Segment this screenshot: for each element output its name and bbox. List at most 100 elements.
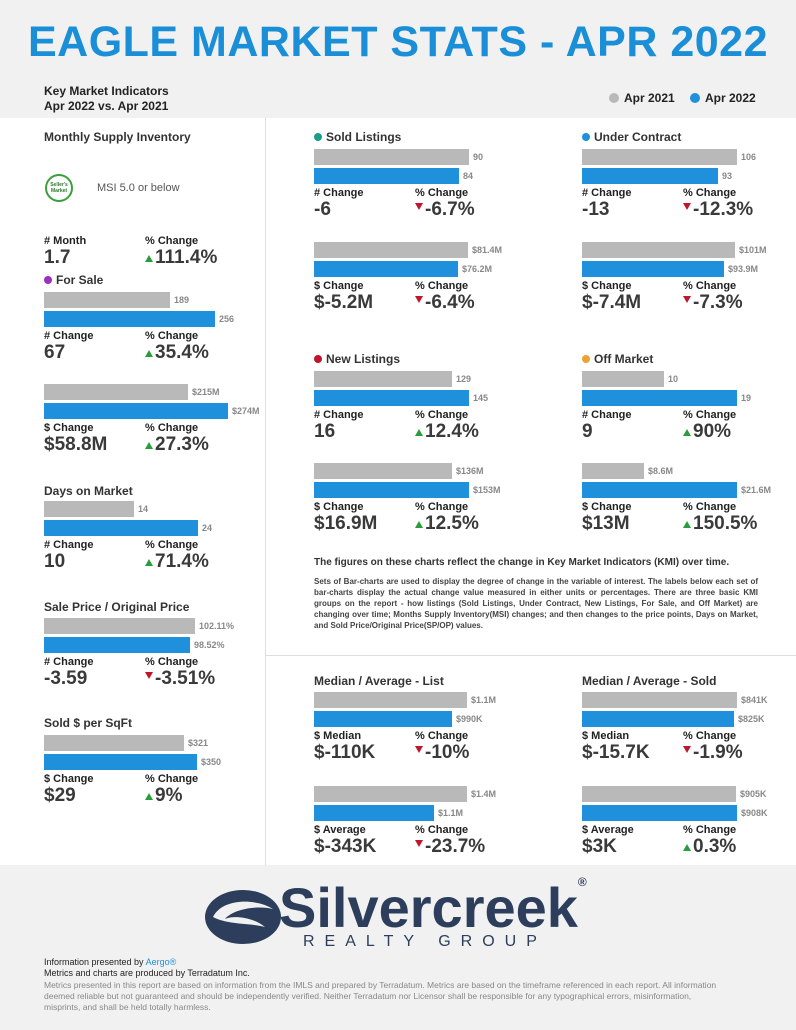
change-label: $ Change [314,501,364,513]
dom-title: Days on Market [44,484,133,498]
bar-apr-2021-row: 189 [44,292,244,308]
change-label: $ Change [44,422,94,434]
arrow-up-icon [145,792,153,800]
bar-apr-2022-row: $76.2M [314,261,514,277]
logo-wordmark: Silvercreek® [279,875,587,940]
change-stats: $ Median $-15.7K % Change -1.9% [582,730,782,770]
arrow-down-icon [683,296,691,303]
sold-average-block: $905K $908K $ Average $3K % Change 0.3% [582,786,782,864]
dom-block: 14 24 # Change 10 % Change 71.4% [44,501,244,579]
change-label: $ Change [314,280,364,292]
change-value: 10 [44,551,66,572]
sp-op-block: 102.11% 98.52% # Change -3.59 % Change -3.51% [44,618,244,696]
change-value: 16 [314,421,336,442]
change-label: # Change [314,409,364,421]
pct-change: -6.4% [415,292,475,314]
change-stats: $ Change $13M % Change 150.5% [582,501,782,541]
change-label: # Change [314,187,364,199]
pct-change-label: % Change [415,501,469,513]
sold-volume-block: $81.4M $76.2M $ Change $-5.2M % Change -6.4% [314,242,514,320]
change-stats: # Change -13 % Change -12.3% [582,187,782,227]
change-label: $ Median [582,730,630,742]
change-value: 9 [582,421,593,442]
column-divider [265,118,266,865]
bar-apr-2022-row: 84 [314,168,514,184]
for-sale-title-text: For Sale [56,273,104,287]
aergo-link[interactable]: Aergo® [145,957,177,967]
bar-apr-2022-label: 24 [202,523,213,533]
median-sold-title: Median / Average - Sold [582,674,717,688]
legend-apr-2021: Apr 2021 [609,91,675,105]
change-value: $-7.4M [582,292,642,313]
bar-apr-2021-row: 10 [582,371,782,387]
bar-apr-2021-label: $321 [188,738,209,748]
silvercreek-logo: Silvercreek® REALTY GROUP [203,875,598,953]
kmi-heading: Key Market Indicators Apr 2022 vs. Apr 2… [44,84,169,114]
pct-change: 150.5% [683,513,757,535]
change-label: $ Average [582,824,634,836]
pct-change: 12.5% [415,513,479,535]
bar-apr-2022-row: 145 [314,390,514,406]
bar-apr-2021-label: 102.11% [199,621,235,631]
change-stats: $ Change $-7.4M % Change -7.3% [582,280,782,320]
bar-apr-2021-row: $321 [44,735,244,751]
arrow-up-icon [145,441,153,449]
list-average-block: $1.4M $1.1M $ Average $-343K % Change -23.7% [314,786,514,864]
median-list-title: Median / Average - List [314,674,444,688]
kmi-subtitle: Apr 2022 vs. Apr 2021 [44,99,169,113]
pct-change-value: 12.4% [425,421,479,442]
bar-apr-2022-label: 256 [219,314,235,324]
arrow-up-icon [683,428,691,436]
new-listings-count-block: 129 145 # Change 16 % Change 12.4% [314,371,514,449]
bar-apr-2021-label: 189 [174,295,190,305]
sold-count-block: 90 84 # Change -6 % Change -6.7% [314,149,514,227]
change-label: # Change [44,656,94,668]
legend-dot-2022 [690,93,700,103]
change-label: $ Change [582,501,632,513]
bar-apr-2021 [582,692,737,708]
change-value: $-5.2M [314,292,374,313]
sold-title-text: Sold Listings [326,130,402,144]
bar-apr-2021-label: 106 [741,152,757,162]
notes-heading: The figures on these charts reflect the … [314,557,730,568]
change-value: -3.59 [44,668,88,689]
for-sale-dot-icon [44,276,52,284]
bar-apr-2021 [314,149,469,165]
bar-apr-2021-label: $1.1M [471,695,497,705]
bar-apr-2021 [44,618,195,634]
bar-apr-2022-row: 98.52% [44,637,244,653]
pct-change-value: -6.4% [425,292,475,313]
change-value: $-15.7K [582,742,650,763]
pct-change-value: -10% [425,742,470,763]
bar-apr-2021 [582,149,737,165]
bar-apr-2022-row: $350 [44,754,244,770]
bar-apr-2022-label: $825K [738,714,765,724]
bar-apr-2021 [314,786,467,802]
off-market-title: Off Market [582,352,653,366]
bar-apr-2021-row: $101M [582,242,782,258]
bar-apr-2022-row: $93.9M [582,261,782,277]
bar-apr-2022-row: $1.1M [314,805,514,821]
bar-apr-2022 [314,261,458,277]
arrow-down-icon [415,840,423,847]
new-listings-dot-icon [314,355,322,363]
bar-apr-2021-row: $841K [582,692,782,708]
change-value: $3K [582,836,617,857]
produced-by: Metrics and charts are produced by Terra… [44,968,250,978]
change-stats: # Change 16 % Change 12.4% [314,409,514,449]
pct-change-value: 150.5% [693,513,758,534]
bar-apr-2022 [582,261,724,277]
pct-change-label: % Change [683,824,737,836]
bar-apr-2021 [314,242,468,258]
pct-change-value: 9% [155,785,183,806]
bar-apr-2021-row: $136M [314,463,514,479]
pct-change-value: 12.5% [425,513,479,534]
swoosh-logo-icon [205,890,281,944]
bar-apr-2022-row: $274M [44,403,260,419]
sellers-market-badge: Seller's Market [45,174,73,202]
off-market-count-block: 10 19 # Change 9 % Change 90% [582,371,782,449]
bar-apr-2021 [582,463,644,479]
arrow-up-icon [683,520,691,528]
pct-change: 35.4% [145,342,209,364]
bar-apr-2021-row: $1.4M [314,786,514,802]
